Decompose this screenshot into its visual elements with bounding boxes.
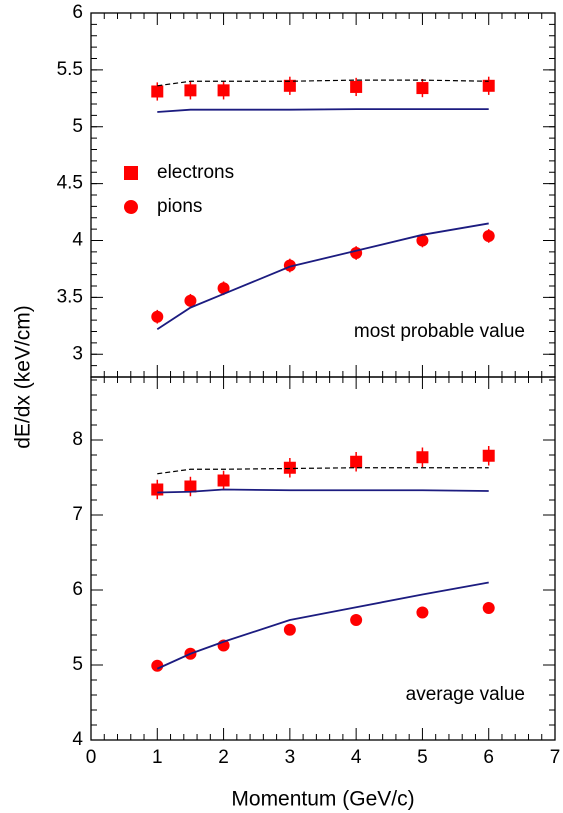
marker-square xyxy=(350,80,363,93)
marker-circle xyxy=(151,659,164,672)
model-line xyxy=(156,222,489,330)
x-tick-label: 6 xyxy=(483,747,494,768)
marker-square xyxy=(184,480,197,493)
annotation: most probable value xyxy=(354,321,525,342)
x-tick-label: 5 xyxy=(417,747,428,768)
x-tick-label: 1 xyxy=(152,747,163,768)
y-tick-label: 6 xyxy=(72,579,83,600)
legend-label: electrons xyxy=(157,162,234,183)
marker-square xyxy=(416,451,429,464)
marker-square xyxy=(217,84,230,97)
marker-square xyxy=(283,461,296,474)
y-tick-label: 6 xyxy=(72,2,83,23)
legend-marker xyxy=(124,200,138,214)
model-line xyxy=(156,581,489,670)
marker-square xyxy=(184,84,197,97)
y-tick-label: 5 xyxy=(72,116,83,137)
legend-marker xyxy=(124,166,138,180)
x-tick-label: 0 xyxy=(86,747,97,768)
marker-square xyxy=(482,79,495,92)
model-line xyxy=(157,467,489,475)
marker-square xyxy=(482,449,495,462)
marker-square xyxy=(151,483,164,496)
marker-circle xyxy=(416,234,429,247)
legend-label: pions xyxy=(157,196,202,217)
y-tick-label: 4 xyxy=(72,729,83,750)
x-tick-label: 2 xyxy=(218,747,229,768)
y-tick-label: 8 xyxy=(72,429,83,450)
y-axis-label: dE/dx (keV/cm) xyxy=(12,305,35,449)
y-tick-label: 3.5 xyxy=(57,286,83,307)
marker-square xyxy=(151,85,164,98)
y-tick-label: 5.5 xyxy=(57,59,83,80)
y-tick-label: 7 xyxy=(72,504,83,525)
x-axis-label: Momentum (GeV/c) xyxy=(231,788,414,811)
x-tick-label: 7 xyxy=(550,747,561,768)
model-line xyxy=(157,488,489,494)
marker-circle xyxy=(482,229,495,242)
x-tick-label: 3 xyxy=(285,747,296,768)
model-line xyxy=(157,108,489,113)
marker-circle xyxy=(151,310,164,323)
plot-frame xyxy=(90,376,556,741)
y-tick-label: 4.5 xyxy=(57,173,83,194)
marker-square xyxy=(350,455,363,468)
model-line xyxy=(157,79,489,87)
marker-square xyxy=(416,82,429,95)
marker-circle xyxy=(350,614,363,626)
marker-circle xyxy=(283,623,296,636)
marker-square xyxy=(283,79,296,92)
y-tick-label: 3 xyxy=(72,343,83,364)
y-tick-label: 5 xyxy=(72,654,83,675)
marker-circle xyxy=(217,282,230,295)
marker-circle xyxy=(416,606,429,619)
marker-circle xyxy=(482,602,495,614)
marker-square xyxy=(217,474,230,487)
y-tick-label: 4 xyxy=(72,230,83,251)
marker-circle xyxy=(184,294,197,307)
x-tick-label: 4 xyxy=(351,747,362,768)
annotation: average value xyxy=(406,684,525,705)
